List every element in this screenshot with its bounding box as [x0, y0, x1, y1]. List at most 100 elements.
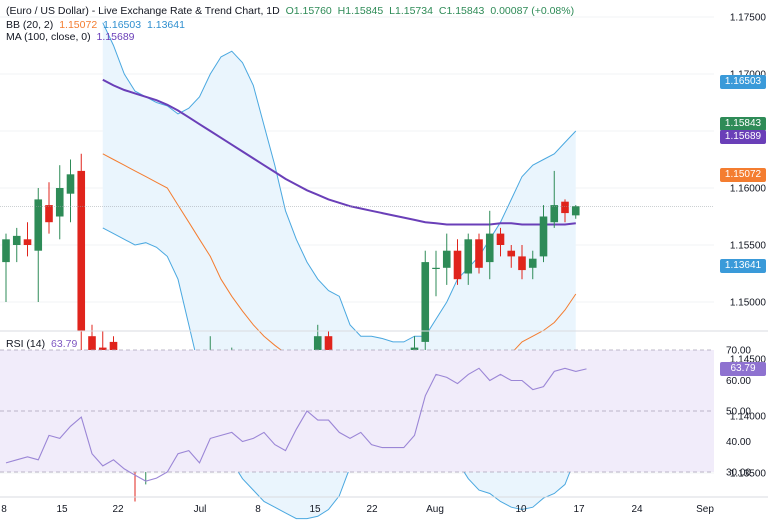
rsi-tick-label: 50.00 — [726, 407, 751, 418]
time-tick-label: 8 — [1, 504, 7, 515]
bb-basis-value: 1.15072 — [59, 19, 98, 31]
price-tick-label: 1.16000 — [730, 184, 767, 195]
bb-basis-badge: 1.15072 — [720, 168, 766, 182]
rsi-badge: 63.79 — [720, 362, 766, 376]
time-tick-label: Jul — [194, 504, 207, 515]
candle — [561, 199, 569, 223]
ma-badge: 1.15689 — [720, 130, 766, 144]
rsi-tick-label: 40.00 — [726, 437, 751, 448]
candle-body — [507, 250, 516, 257]
chart-title: (Euro / US Dollar) - Live Exchange Rate … — [6, 5, 280, 17]
candle — [45, 182, 53, 234]
candle — [507, 245, 516, 268]
rsi-line — [5, 367, 587, 482]
candle — [464, 233, 473, 285]
candle — [528, 250, 537, 280]
candle-body — [485, 233, 494, 263]
ma-value: 1.15689 — [96, 31, 135, 43]
candle-body — [77, 170, 86, 331]
candle — [77, 153, 86, 371]
candle-body — [496, 233, 505, 245]
candle-body — [45, 205, 53, 223]
time-tick-label: 22 — [112, 504, 124, 515]
time-tick-label: 15 — [309, 504, 321, 515]
bb-lower-badge: 1.13641 — [720, 259, 766, 273]
candle-body — [550, 205, 559, 223]
bb-upper-badge: 1.16503 — [720, 75, 766, 89]
candle-body — [55, 188, 64, 217]
candle-body — [23, 239, 32, 245]
rsi-axis: 70.00 60.00 50.00 40.00 30.00 — [726, 346, 751, 479]
candle-body — [88, 336, 96, 354]
time-tick-label: 10 — [515, 504, 527, 515]
candle — [571, 205, 580, 219]
candle-body — [539, 216, 548, 257]
candle — [66, 159, 75, 223]
price-tick-label: 1.15000 — [730, 298, 767, 309]
bb-legend: BB (20, 2) 1.15072 1.16503 1.13641 — [6, 19, 188, 31]
candle — [55, 165, 64, 240]
rsi-label: RSI (14) — [6, 338, 46, 350]
ma-label: MA (100, close, 0) — [6, 31, 91, 43]
bollinger-lower-line — [102, 227, 577, 520]
candle — [432, 250, 440, 297]
candle — [421, 250, 430, 354]
ma-legend: MA (100, close, 0) 1.15689 — [6, 31, 138, 43]
price-tick-label: 1.13500 — [730, 469, 767, 480]
rsi-tick-label: 30.00 — [726, 468, 751, 479]
candle-body — [2, 239, 10, 263]
price-tick-label: 1.14500 — [730, 355, 767, 366]
ohlc-close: C1.15843 — [438, 5, 485, 17]
rsi-legend: RSI (14) 63.79 — [6, 338, 80, 350]
time-tick-label: 8 — [255, 504, 261, 515]
rsi-value: 63.79 — [51, 338, 78, 350]
candle-body — [442, 250, 451, 268]
candle-body — [324, 336, 333, 354]
candle-body — [464, 239, 473, 274]
candle — [23, 222, 32, 257]
ohlc-low: L1.15734 — [389, 5, 433, 17]
time-tick-label: 22 — [366, 504, 378, 515]
candle-body — [453, 250, 462, 280]
candle — [12, 227, 21, 263]
time-axis: 8 15 22 Jul 8 15 22 Aug 10 17 24 Sep — [1, 504, 714, 515]
candle-body — [34, 199, 43, 251]
candle — [2, 233, 10, 302]
candle — [550, 170, 559, 228]
time-tick-label: 15 — [56, 504, 68, 515]
candle — [442, 233, 451, 285]
candle-body — [518, 256, 526, 271]
close-price-badge: 1.15843 — [720, 117, 766, 131]
bb-label: BB (20, 2) — [6, 19, 54, 31]
bb-lower-value: 1.13641 — [146, 19, 185, 31]
candle-body — [528, 258, 537, 268]
rsi-tick-label: 70.00 — [726, 346, 751, 357]
moving-average-line — [102, 78, 576, 226]
time-tick-label: Sep — [696, 504, 714, 515]
candle-body — [421, 262, 430, 342]
rsi-guides — [0, 349, 714, 473]
price-tick-label: 1.17500 — [730, 13, 767, 24]
rsi-tick-label: 60.00 — [726, 376, 751, 387]
ohlc-high: H1.15845 — [337, 5, 384, 17]
candle — [539, 205, 548, 263]
candle — [485, 210, 494, 280]
candle-body — [571, 206, 580, 216]
candle-body — [432, 267, 440, 269]
ohlc-open: O1.15760 — [285, 5, 332, 17]
price-tick-label: 1.14000 — [730, 412, 767, 423]
time-tick-label: 17 — [573, 504, 585, 515]
candle — [34, 188, 43, 302]
time-tick-label: Aug — [426, 504, 444, 515]
candle-body — [12, 235, 21, 245]
candle-body — [66, 174, 75, 194]
ohlc-change: 0.00087 (+0.08%) — [490, 5, 575, 17]
candle — [496, 227, 505, 257]
price-tick-label: 1.15500 — [730, 241, 767, 252]
price-legend: (Euro / US Dollar) - Live Exchange Rate … — [6, 5, 577, 17]
candle-body — [475, 239, 483, 268]
time-tick-label: 24 — [631, 504, 643, 515]
bb-upper-value: 1.16503 — [103, 19, 142, 31]
candle — [475, 233, 483, 274]
